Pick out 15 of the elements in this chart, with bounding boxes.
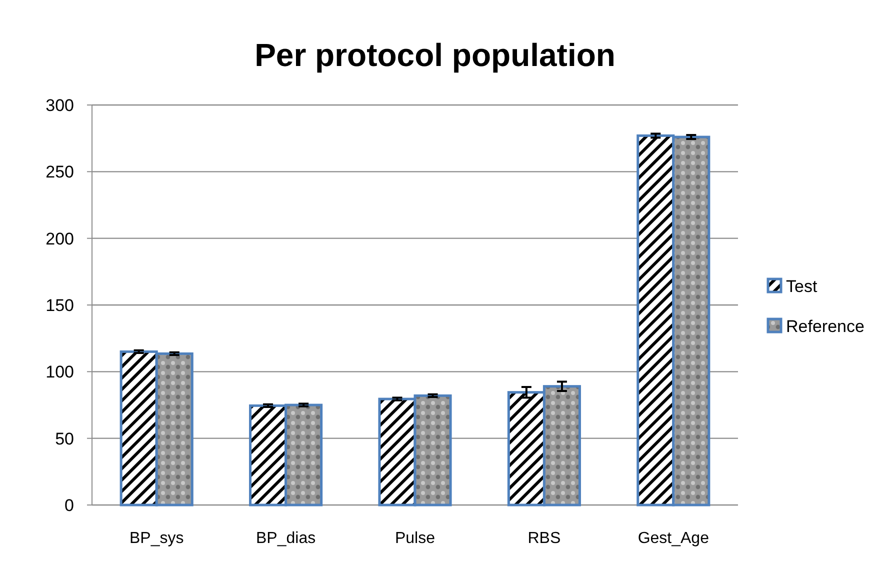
- x-tick-label: BP_dias: [256, 530, 316, 547]
- y-tick-label: 200: [46, 229, 74, 248]
- x-tick-label: BP_sys: [129, 530, 184, 547]
- y-tick-label: 50: [55, 429, 74, 448]
- y-tick-label: 300: [46, 96, 74, 115]
- text: Test: [786, 276, 818, 296]
- text: Reference: [786, 316, 864, 336]
- x-tick-label: RBS: [528, 530, 561, 547]
- y-tick-label: 100: [46, 362, 74, 382]
- x-tick-label: Gest_Age: [638, 530, 710, 547]
- y-tick-label: 150: [46, 296, 74, 315]
- x-tick-label: Pulse: [394, 530, 436, 547]
- y-tick-label: 0: [64, 496, 74, 515]
- chart-title: Per protocol population: [254, 37, 616, 73]
- y-tick-label: 250: [46, 162, 74, 182]
